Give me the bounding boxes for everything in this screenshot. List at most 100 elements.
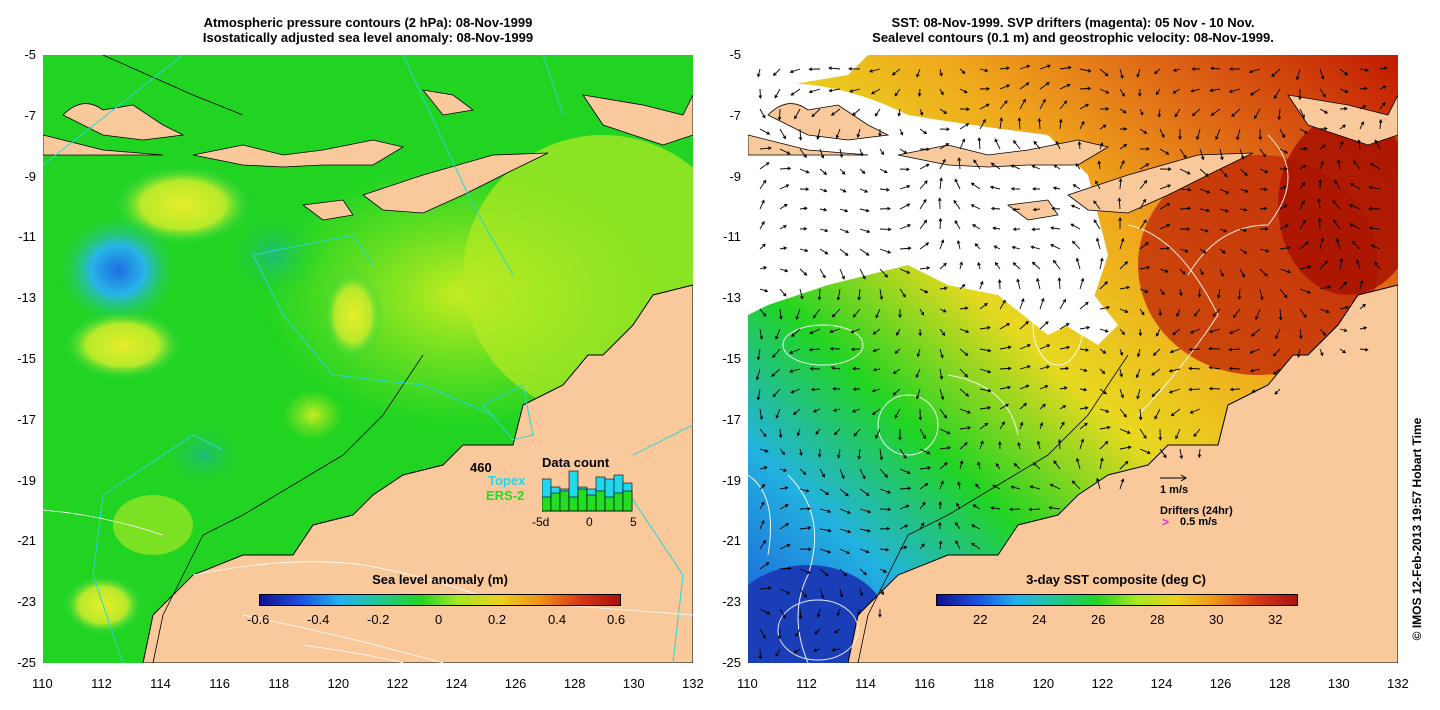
data-count-ers2: ERS-2 xyxy=(486,488,525,503)
velocity-arrow xyxy=(1199,248,1207,254)
velocity-arrow xyxy=(1031,165,1041,170)
velocity-arrow xyxy=(1119,428,1131,434)
velocity-arrow xyxy=(916,348,921,358)
velocity-arrow xyxy=(1151,388,1161,398)
velocity-arrow xyxy=(999,299,1006,310)
ers-bar xyxy=(559,490,570,512)
velocity-arrow xyxy=(1279,246,1291,250)
velocity-arrow xyxy=(959,348,969,357)
velocity-arrow xyxy=(990,506,1001,510)
x-tick-label: 116 xyxy=(209,676,230,691)
velocity-arrow xyxy=(759,162,770,170)
velocity-arrow xyxy=(1359,86,1368,91)
velocity-arrow xyxy=(1229,328,1241,335)
velocity-arrow xyxy=(1359,105,1367,110)
velocity-arrow xyxy=(850,328,861,334)
velocity-arrow xyxy=(994,138,1001,150)
velocity-arrow xyxy=(1039,344,1051,350)
velocity-arrow xyxy=(879,268,888,278)
velocity-arrow xyxy=(829,346,841,351)
velocity-arrow xyxy=(896,328,901,336)
velocity-arrow xyxy=(899,246,912,251)
velocity-arrow xyxy=(1179,168,1191,175)
sst-colorbar-ticks: 22 24 26 28 30 32 xyxy=(936,612,1296,628)
data-count-topex: Topex xyxy=(488,473,526,488)
velocity-arrow xyxy=(1319,108,1329,114)
velocity-arrow xyxy=(1179,148,1187,159)
velocity-arrow xyxy=(953,199,961,210)
velocity-arrow xyxy=(1139,179,1148,190)
velocity-arrow xyxy=(1099,68,1109,77)
velocity-arrow xyxy=(1057,277,1062,290)
velocity-arrow xyxy=(1219,148,1224,161)
velocity-arrow xyxy=(1239,248,1248,254)
velocity-arrow xyxy=(836,448,841,459)
velocity-arrow xyxy=(1279,185,1287,190)
velocity-arrow xyxy=(835,128,841,139)
velocity-arrow xyxy=(772,388,781,398)
velocity-arrow xyxy=(799,526,812,530)
velocity-arrow xyxy=(1059,83,1071,90)
velocity-arrow xyxy=(938,540,943,550)
velocity-arrow xyxy=(819,148,825,159)
velocity-arrow xyxy=(1379,85,1387,90)
velocity-arrow xyxy=(872,328,881,335)
velocity-arrow xyxy=(919,522,925,530)
velocity-arrow xyxy=(815,428,821,435)
velocity-arrow xyxy=(1275,328,1281,340)
velocity-arrow xyxy=(1239,148,1245,160)
velocity-arrow xyxy=(1193,428,1201,438)
velocity-arrow xyxy=(799,547,812,552)
velocity-arrow xyxy=(859,488,870,496)
velocity-arrow xyxy=(848,66,861,71)
velocity-arrow xyxy=(1208,386,1221,391)
velocity-arrow xyxy=(1050,226,1061,230)
velocity-arrow xyxy=(1319,126,1328,131)
sla-tick: -0.6 xyxy=(247,612,270,627)
velocity-arrow xyxy=(879,148,884,156)
velocity-arrow xyxy=(899,184,911,190)
velocity-arrow xyxy=(819,508,832,513)
velocity-arrow xyxy=(1359,347,1369,352)
velocity-arrow xyxy=(1259,248,1270,253)
velocity-arrow xyxy=(759,220,765,230)
velocity-arrow xyxy=(1217,288,1221,299)
velocity-arrow xyxy=(999,403,1010,410)
velocity-arrow xyxy=(1168,388,1181,394)
ers-bar xyxy=(595,490,606,512)
velocity-arrow xyxy=(891,68,901,76)
velocity-arrow xyxy=(759,266,768,270)
velocity-arrow xyxy=(939,462,948,470)
velocity-arrow xyxy=(1055,140,1061,150)
y-tick-label: -13 xyxy=(722,290,741,306)
velocity-arrow xyxy=(799,206,808,211)
velocity-arrow xyxy=(1151,368,1161,376)
velocity-arrow xyxy=(1339,305,1350,310)
velocity-arrow xyxy=(759,562,770,570)
velocity-arrow xyxy=(799,268,808,276)
velocity-arrow xyxy=(799,168,810,174)
velocity-arrow xyxy=(1079,325,1091,330)
velocity-arrow xyxy=(812,408,821,413)
velocity-arrow xyxy=(939,177,943,190)
velocity-arrow xyxy=(817,288,822,301)
velocity-arrow xyxy=(1199,148,1205,161)
velocity-arrow xyxy=(1075,457,1081,470)
velocity-arrow xyxy=(759,146,772,150)
x-tick-label: 128 xyxy=(1268,676,1291,691)
velocity-arrow xyxy=(937,197,942,210)
velocity-arrow xyxy=(939,286,948,291)
velocity-arrow xyxy=(1099,281,1109,290)
velocity-arrow xyxy=(1039,98,1046,110)
velocity-arrow xyxy=(834,628,841,634)
velocity-arrow xyxy=(1099,305,1111,310)
velocity-arrow xyxy=(812,308,821,319)
velocity-arrow xyxy=(759,448,769,453)
velocity-arrow xyxy=(1039,321,1049,330)
velocity-arrow xyxy=(1299,128,1308,134)
velocity-arrow xyxy=(839,268,845,280)
velocity-arrow xyxy=(1318,178,1323,190)
velocity-arrow xyxy=(859,148,864,157)
velocity-arrow xyxy=(970,182,981,190)
sla-tick: -0.4 xyxy=(307,612,330,627)
